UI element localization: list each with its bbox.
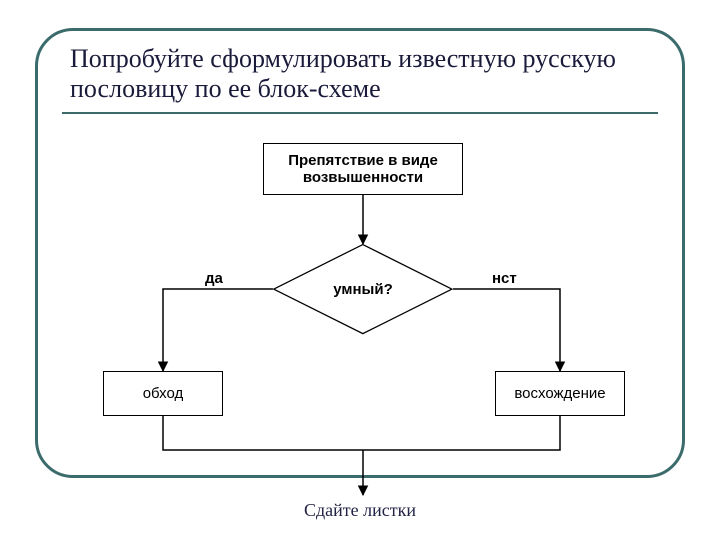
flowchart: Препятствие в виде возвышенности умный? об… (0, 0, 720, 540)
node-decision: умный? (273, 244, 453, 334)
node-start: Препятствие в виде возвышенности (263, 143, 463, 195)
footer-text: Сдайте листки (0, 500, 720, 521)
node-left: обход (103, 371, 223, 416)
edge-right-merge (363, 416, 560, 450)
node-right: восхождение (495, 371, 625, 416)
edge-label-да: да (205, 270, 223, 287)
edge-decision-right (453, 289, 560, 371)
edge-decision-left (163, 289, 273, 371)
edge-left-merge (163, 416, 363, 450)
node-decision-label: умный? (273, 244, 453, 334)
edge-label-нст: нст (492, 270, 517, 287)
